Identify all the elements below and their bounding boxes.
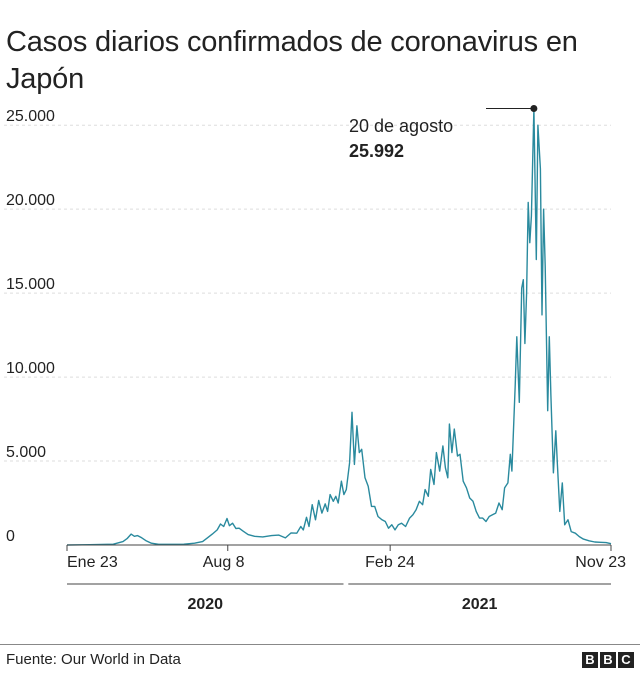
annotation-date: 20 de agosto — [349, 116, 453, 136]
chart-title: Casos diarios confirmados de coronavirus… — [6, 26, 578, 95]
y-axis-tick-labels: 0 5.000 10.000 15.000 20.000 25.000 — [6, 108, 55, 545]
x-tick-label: Nov 23 — [575, 554, 626, 571]
gridlines — [4, 124, 611, 462]
x-tick-label: Ene 23 — [67, 554, 118, 571]
year-label: 2020 — [187, 596, 223, 613]
x-axis: Ene 23 Aug 8 Feb 24 Nov 23 2020 2021 — [66, 544, 626, 613]
x-tick-label: Aug 8 — [203, 554, 245, 571]
footer-divider — [0, 644, 640, 645]
x-tick-label: Feb 24 — [365, 554, 415, 571]
y-tick-label: 15.000 — [6, 276, 55, 293]
y-tick-label: 25.000 — [6, 108, 55, 125]
bbc-logo: B B C — [582, 652, 634, 668]
peak-marker — [530, 105, 538, 113]
line-chart: 0 5.000 10.000 15.000 20.000 25.000 Ene 23 Aug… — [4, 105, 626, 613]
y-tick-label: 20.000 — [6, 192, 55, 209]
y-tick-label: 5.000 — [6, 444, 46, 461]
series-line-layer — [66, 107, 612, 546]
source-note: Fuente: Our World in Data — [6, 651, 181, 668]
year-label: 2021 — [462, 596, 498, 613]
annotation-value: 25.992 — [349, 141, 404, 161]
y-tick-label: 0 — [6, 528, 15, 545]
logo-letter: C — [618, 652, 634, 668]
logo-letter: B — [600, 652, 616, 668]
y-tick-label: 10.000 — [6, 360, 55, 377]
logo-letter: B — [582, 652, 598, 668]
peak-annotation: 20 de agosto 25.992 — [349, 105, 538, 161]
series-line — [66, 107, 612, 546]
